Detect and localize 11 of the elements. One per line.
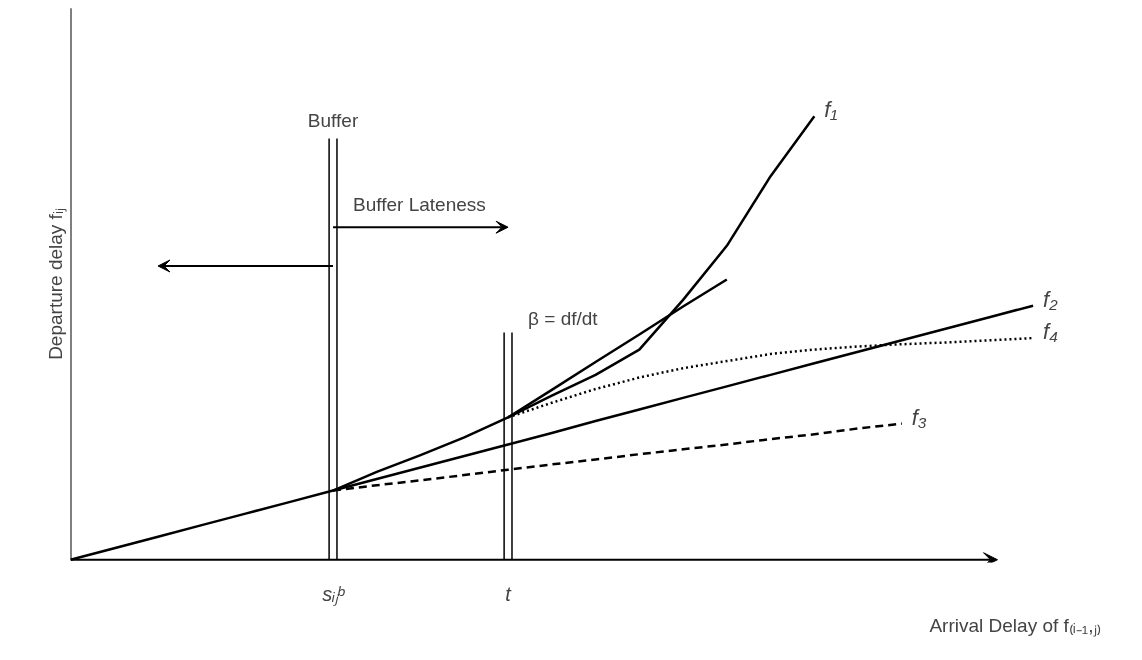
x-tick-label: t — [505, 582, 513, 605]
x-axis-title: Arrival Delay of f₍ᵢ₋₁,ⱼ₎ — [929, 614, 1101, 637]
series-label: f₁ — [824, 97, 838, 123]
annotation: β = df/dt — [528, 308, 599, 330]
series-label: f₄ — [1043, 319, 1059, 345]
ref-line-label: Buffer — [307, 109, 359, 131]
series-label: f₃ — [911, 404, 927, 430]
series-label: f₂ — [1043, 286, 1059, 312]
x-tick-label: sᵢⱼᵇ — [322, 582, 346, 606]
y-axis-title: Departure delay fᵢⱼ — [44, 208, 67, 360]
annotation: Buffer Lateness — [353, 194, 486, 216]
